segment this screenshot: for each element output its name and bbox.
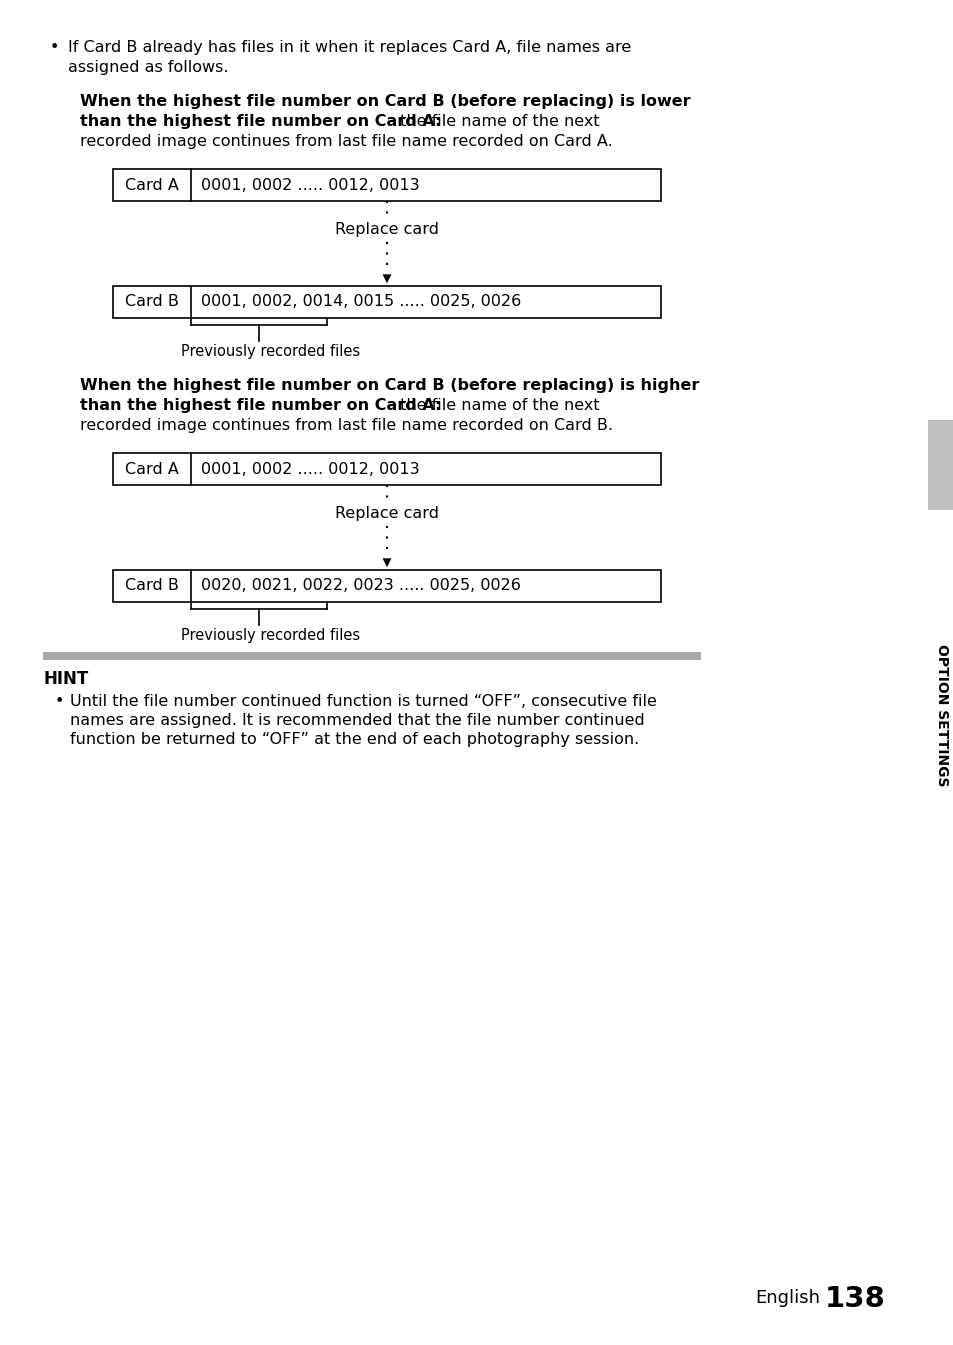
Text: Previously recorded files: Previously recorded files: [181, 344, 359, 359]
Text: 138: 138: [824, 1284, 884, 1313]
Text: than the highest file number on Card A:: than the highest file number on Card A:: [80, 114, 441, 129]
Text: HINT: HINT: [43, 670, 89, 689]
Text: names are assigned. It is recommended that the file number continued: names are assigned. It is recommended th…: [70, 713, 644, 728]
Text: 0001, 0002 ..... 0012, 0013: 0001, 0002 ..... 0012, 0013: [201, 461, 419, 476]
Text: Card B: Card B: [125, 578, 179, 593]
Bar: [112, 286, 660, 317]
Bar: [927, 420, 953, 510]
Text: the file name of the next: the file name of the next: [395, 398, 599, 413]
Text: function be returned to “OFF” at the end of each photography session.: function be returned to “OFF” at the end…: [70, 732, 639, 746]
Text: If Card B already has files in it when it replaces Card A, file names are
assign: If Card B already has files in it when i…: [68, 40, 631, 75]
Text: Until the file number continued function is turned “OFF”, consecutive file: Until the file number continued function…: [70, 694, 657, 709]
Text: recorded image continues from last file name recorded on Card B.: recorded image continues from last file …: [80, 418, 613, 433]
Text: When the highest file number on Card B (before replacing) is lower: When the highest file number on Card B (…: [80, 94, 690, 109]
Text: When the highest file number on Card B (before replacing) is higher: When the highest file number on Card B (…: [80, 378, 699, 393]
Text: Previously recorded files: Previously recorded files: [181, 628, 359, 643]
Text: the file name of the next: the file name of the next: [395, 114, 599, 129]
Text: 0001, 0002 ..... 0012, 0013: 0001, 0002 ..... 0012, 0013: [201, 178, 419, 192]
Text: •: •: [55, 694, 64, 709]
Bar: [112, 453, 660, 486]
Bar: [112, 570, 660, 603]
Text: recorded image continues from last file name recorded on Card A.: recorded image continues from last file …: [80, 134, 612, 149]
Text: •: •: [50, 40, 59, 55]
Text: 0020, 0021, 0022, 0023 ..... 0025, 0026: 0020, 0021, 0022, 0023 ..... 0025, 0026: [201, 578, 520, 593]
Bar: [112, 169, 660, 200]
Text: 0001, 0002, 0014, 0015 ..... 0025, 0026: 0001, 0002, 0014, 0015 ..... 0025, 0026: [201, 295, 520, 309]
Text: Card A: Card A: [125, 461, 179, 476]
Text: Card A: Card A: [125, 178, 179, 192]
Bar: [43, 652, 700, 660]
Text: than the highest file number on Card A:: than the highest file number on Card A:: [80, 398, 441, 413]
Text: Replace card: Replace card: [335, 222, 438, 237]
Text: OPTION SETTINGS: OPTION SETTINGS: [934, 644, 948, 787]
Text: Card B: Card B: [125, 295, 179, 309]
Text: Replace card: Replace card: [335, 506, 438, 521]
Text: English: English: [754, 1289, 820, 1307]
